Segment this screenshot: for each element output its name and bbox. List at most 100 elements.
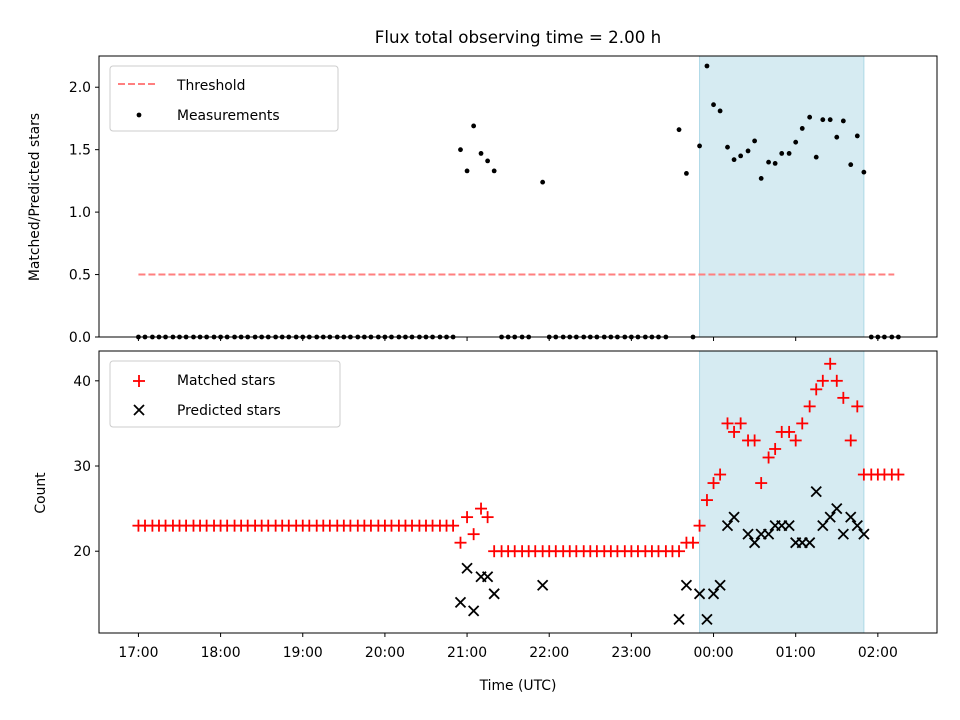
measurement-point — [766, 159, 771, 165]
top-axes-frame — [98, 55, 938, 338]
x-tick-label: 22:00 — [529, 645, 569, 661]
marker-stroke — [742, 528, 754, 540]
matched-star-marker — [748, 434, 761, 447]
measurement-point — [697, 143, 702, 149]
measurement-point — [717, 108, 723, 114]
predicted-star-marker — [454, 596, 467, 608]
predicted-star-marker — [851, 520, 863, 532]
chart-title: Flux total observing time = 2.00 h — [375, 27, 661, 47]
matched-star-marker — [816, 374, 829, 387]
marker-stroke — [831, 502, 843, 515]
marker-stroke — [461, 562, 473, 574]
legend-measurements-swatch — [136, 112, 142, 118]
measurement-point — [745, 148, 751, 154]
measurement-point — [861, 169, 867, 175]
matched-star-marker — [693, 519, 706, 532]
bottom-y-ticks: 20 30 40 — [73, 374, 99, 560]
matched-star-marker — [728, 425, 741, 438]
marker-stroke — [845, 511, 857, 523]
bottom-x-ticks: 17:00 18:00 19:00 20:00 21:00 22:00 23:00 00:00… — [118, 633, 898, 661]
matched-star-marker — [734, 417, 747, 430]
predicted-star-marker — [680, 579, 693, 591]
bottom-y-tick-label: 30 — [73, 459, 91, 475]
predicted-star-marker — [804, 537, 816, 549]
measurement-point — [807, 114, 813, 120]
matched-star-marker — [830, 374, 843, 387]
marker-stroke — [673, 613, 685, 626]
bottom-y-tick-label: 20 — [73, 544, 91, 560]
matched-star-marker — [475, 502, 488, 515]
matched-star-marker — [467, 528, 480, 541]
legend-threshold-label: Threshold — [176, 78, 245, 94]
predicted-star-marker — [707, 588, 720, 600]
bottom-axes-frame — [98, 350, 938, 634]
marker-stroke — [762, 528, 775, 540]
bottom-legend-box — [109, 360, 341, 428]
top-y-tick-label: 2.0 — [69, 80, 91, 96]
matched-star-marker — [721, 417, 734, 430]
matched-star-marker — [851, 400, 864, 413]
matched-star-marker — [796, 417, 809, 430]
measurement-point — [458, 147, 463, 153]
measurement-point — [799, 126, 805, 131]
measurement-point — [827, 117, 833, 123]
marker-stroke — [701, 613, 713, 626]
measurement-point — [684, 170, 689, 176]
marker-stroke — [537, 579, 549, 591]
x-tick-label: 23:00 — [611, 645, 651, 661]
measurement-point — [820, 117, 826, 123]
legend-matched-label: Matched stars — [177, 373, 275, 389]
marker-stroke — [721, 520, 734, 532]
predicted-star-marker — [858, 528, 870, 540]
measurement-point — [731, 157, 737, 163]
marker-stroke — [467, 605, 480, 617]
marker-stroke — [481, 571, 494, 583]
matched-star-marker — [447, 519, 460, 532]
measurement-point — [834, 134, 840, 140]
bottom-marks — [132, 357, 905, 626]
top-y-tick-label: 1.5 — [69, 143, 91, 159]
top-x-ticks — [137, 337, 879, 341]
marker-stroke — [707, 588, 720, 600]
bottom-legend: Matched stars Predicted stars — [109, 360, 341, 428]
measurement-point — [711, 102, 716, 108]
top-y-tick-label: 0.5 — [69, 268, 91, 284]
measurement-point — [779, 151, 785, 156]
matched-star-marker — [789, 434, 802, 447]
marker-stroke — [783, 520, 795, 532]
marker-stroke — [851, 520, 863, 532]
x-tick-label: 19:00 — [283, 645, 323, 661]
x-tick-label: 17:00 — [118, 645, 158, 661]
bottom-y-tick-label: 40 — [73, 374, 91, 390]
marker-stroke — [693, 588, 706, 600]
matched-star-marker — [755, 477, 768, 490]
measurement-point — [786, 151, 792, 156]
marker-stroke — [810, 485, 822, 498]
marker-stroke — [488, 588, 500, 600]
matched-star-marker — [769, 442, 782, 455]
predicted-star-marker — [783, 520, 795, 532]
legend-predicted-swatch — [133, 404, 145, 416]
matched-star-marker — [686, 536, 699, 549]
x-tick-label: 02:00 — [858, 645, 898, 661]
marker-stroke — [680, 579, 693, 591]
predicted-star-marker — [824, 511, 836, 523]
measurement-point — [758, 175, 764, 181]
measurement-point — [793, 139, 799, 145]
matched-star-marker — [824, 357, 837, 370]
predicted-star-marker — [845, 511, 857, 523]
x-tick-label: 21:00 — [447, 645, 487, 661]
top-y-tick-label: 1.0 — [69, 205, 91, 221]
predicted-star-marker — [742, 528, 754, 540]
top-y-tick-label: 0.0 — [69, 330, 91, 346]
predicted-star-marker — [701, 613, 713, 626]
measurement-point — [676, 127, 682, 133]
matched-star-marker — [481, 511, 494, 524]
predicted-star-marker — [461, 562, 473, 574]
measurement-point — [840, 118, 846, 124]
x-tick-label: 20:00 — [365, 645, 405, 661]
bottom-panel: 20 30 40 17:00 18:00 19:00 20:00 21:00 22:00 23:… — [33, 350, 938, 694]
bottom-highlight-span — [699, 350, 865, 634]
matched-star-marker — [892, 468, 905, 481]
predicted-star-marker — [762, 528, 775, 540]
